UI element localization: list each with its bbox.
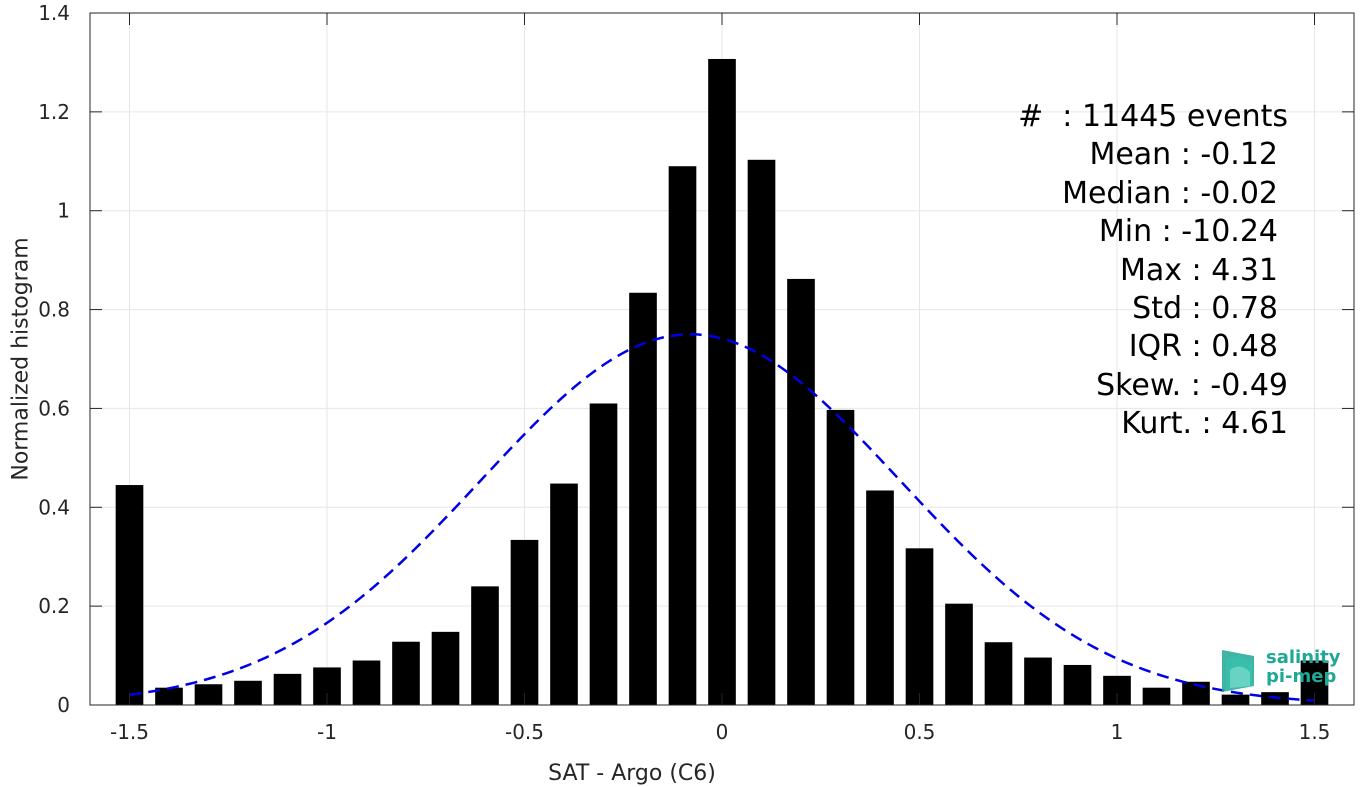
x-axis-ticks: -1.5 -1 -0.5 0 0.5 1 1.5 xyxy=(110,13,1330,744)
y-tick-label: 0.6 xyxy=(38,396,70,420)
y-tick-label: 1.2 xyxy=(38,100,70,124)
stat-skew: Skew. : -0.49 xyxy=(1096,367,1288,403)
histogram-bar xyxy=(708,58,736,706)
histogram-bar xyxy=(984,642,1013,705)
x-tick-label: 0 xyxy=(716,720,729,744)
histogram-bar xyxy=(787,278,815,705)
x-tick-label: -1.5 xyxy=(110,720,149,744)
stat-median: Median : -0.02 xyxy=(1062,175,1278,211)
histogram-bar xyxy=(668,166,697,705)
logo-text: salinity pi-mep xyxy=(1266,648,1341,686)
histogram-bar xyxy=(589,403,618,705)
x-tick-label: -0.5 xyxy=(505,720,544,744)
histogram-bar xyxy=(273,673,302,705)
histogram-bar xyxy=(1142,687,1171,705)
x-tick-label: 0.5 xyxy=(904,720,936,744)
x-tick-label: 1.5 xyxy=(1299,720,1331,744)
histogram-bar xyxy=(1024,657,1052,705)
logo-mark-icon xyxy=(1222,650,1254,692)
histogram-bar xyxy=(905,548,934,705)
gaussian-fit-curve xyxy=(129,333,1315,702)
x-tick-label: -1 xyxy=(317,720,337,744)
histogram-bar xyxy=(392,641,420,705)
stat-std: Std : 0.78 xyxy=(1132,291,1278,327)
histogram-bar xyxy=(471,586,499,705)
y-tick-label: 0.2 xyxy=(38,594,70,618)
logo-line-2: pi-mep xyxy=(1266,666,1337,687)
histogram-bar xyxy=(945,603,973,705)
histogram-bar xyxy=(115,485,144,705)
stat-max: Max : 4.31 xyxy=(1120,252,1278,288)
histogram-bar xyxy=(747,159,776,705)
stat-kurt: Kurt. : 4.61 xyxy=(1121,406,1288,442)
logo-line-1: salinity xyxy=(1266,647,1341,668)
histogram-bar xyxy=(431,631,460,705)
histogram-bars xyxy=(115,58,1329,706)
stat-iqr: IQR : 0.48 xyxy=(1128,329,1278,365)
stat-min: Min : -10.24 xyxy=(1098,214,1278,250)
stat-mean: Mean : -0.12 xyxy=(1089,137,1278,173)
y-tick-label: 0.8 xyxy=(38,298,70,322)
x-tick-label: 1 xyxy=(1111,720,1124,744)
histogram-bar xyxy=(352,660,381,705)
y-axis-title: Normalized histogram xyxy=(9,237,34,480)
histogram-bar xyxy=(194,684,223,705)
y-tick-label: 0.4 xyxy=(38,495,70,519)
histogram-bar xyxy=(1063,664,1092,705)
statistics-box: # : 11445 events Mean : -0.12 Median : -… xyxy=(1018,98,1288,444)
y-tick-label: 1.4 xyxy=(38,1,70,25)
histogram-bar xyxy=(550,483,578,705)
histogram-bar xyxy=(826,409,855,705)
histogram-bar xyxy=(629,292,657,705)
stat-events: # : 11445 events xyxy=(1018,99,1288,134)
histogram-bar xyxy=(234,680,262,705)
x-axis-title: SAT - Argo (C6) xyxy=(548,761,716,786)
y-axis-ticks: 0 0.2 0.4 0.6 0.8 1 1.2 1.4 xyxy=(38,1,1354,717)
salinity-pimep-logo: salinity pi-mep xyxy=(1218,646,1346,694)
y-tick-label: 1 xyxy=(57,199,70,223)
histogram-bar xyxy=(155,687,183,705)
histogram-bar xyxy=(866,490,894,705)
histogram-bar xyxy=(1221,694,1250,705)
histogram-bar xyxy=(510,539,539,705)
y-tick-label: 0 xyxy=(57,693,70,717)
